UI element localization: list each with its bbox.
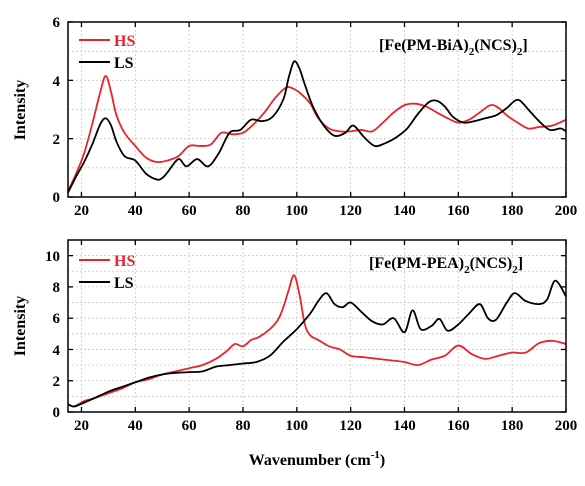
- y-axis-title-bottom: Intensity: [12, 296, 29, 356]
- x-tick-labels-top: 20 40 60 80 100 120 140 160 180 200: [74, 203, 577, 219]
- y-tick-label: 6: [53, 311, 61, 327]
- x-ticks-bottom: [80, 240, 567, 412]
- compound-mid: (NCS): [470, 255, 513, 272]
- compound-label-top: [Fe(PM-BiA)2(NCS)2]: [379, 37, 528, 58]
- y-tick-label: 0: [53, 190, 61, 206]
- x-tick-label: 60: [182, 418, 197, 434]
- x-axis-title: Wavenumber (cm-1): [249, 449, 385, 469]
- y-tick-label: 0: [53, 405, 61, 421]
- compound-subscript: 2: [512, 264, 518, 276]
- x-tick-label: 80: [235, 418, 250, 434]
- legend-hs-label-top: HS: [114, 33, 135, 50]
- y-tick-label: 10: [45, 249, 60, 265]
- plot-frame-bottom: [67, 239, 567, 413]
- x-axis-title-superscript: -1: [371, 449, 380, 461]
- series-lines-bottom: [67, 274, 567, 408]
- y-ticks-bottom: [68, 254, 566, 413]
- y-tick-label: 4: [53, 74, 61, 90]
- compound-subscript: 2: [469, 46, 475, 58]
- series-line-hs: [67, 274, 567, 408]
- compound-main: [Fe(PM-PEA): [369, 255, 464, 272]
- panel-bottom: 0 2 4 6 8 10 20 40 60 80 100 120 140 160 180 200 …: [12, 239, 577, 434]
- y-tick-label: 6: [53, 15, 61, 31]
- x-tick-label: 20: [74, 418, 89, 434]
- compound-main: [Fe(PM-BiA): [379, 37, 469, 54]
- x-tick-label: 180: [501, 418, 524, 434]
- y-tick-label: 8: [53, 280, 61, 296]
- plot-frame-top: [67, 21, 567, 198]
- x-tick-label: 80: [235, 203, 250, 219]
- y-tick-label: 4: [53, 343, 61, 359]
- x-axis-title-main: Wavenumber (cm: [249, 452, 372, 469]
- compound-label-bottom: [Fe(PM-PEA)2(NCS)2]: [369, 255, 523, 276]
- compound-subscript: 2: [464, 264, 470, 276]
- legend-hs-label-bottom: HS: [114, 253, 135, 270]
- legend-ls-label-bottom: LS: [114, 275, 134, 292]
- x-axis-title-end: ): [380, 452, 385, 469]
- x-ticks-top: [80, 22, 567, 197]
- x-tick-labels-bottom: 20 40 60 80 100 120 140 160 180 200: [74, 418, 577, 434]
- series-line-ls: [67, 60, 567, 194]
- x-tick-label: 200: [555, 203, 578, 219]
- x-tick-label: 140: [393, 418, 416, 434]
- x-tick-label: 100: [286, 418, 309, 434]
- series-line-ls: [67, 279, 567, 408]
- x-tick-label: 160: [447, 203, 470, 219]
- x-tick-label: 40: [128, 418, 143, 434]
- series-lines-top: [67, 60, 567, 194]
- legend-ls-label-top: LS: [114, 55, 134, 72]
- compound-subscript: 2: [517, 46, 523, 58]
- x-tick-label: 60: [182, 203, 197, 219]
- x-tick-label: 100: [286, 203, 309, 219]
- y-tick-label: 2: [53, 374, 61, 390]
- x-tick-label: 120: [339, 203, 362, 219]
- x-tick-label: 180: [501, 203, 524, 219]
- x-tick-label: 20: [74, 203, 89, 219]
- x-tick-label: 140: [393, 203, 416, 219]
- y-tick-label: 2: [53, 132, 61, 148]
- x-tick-label: 40: [128, 203, 143, 219]
- y-ticks-top: [68, 21, 566, 198]
- x-tick-label: 120: [339, 418, 362, 434]
- compound-end: ]: [522, 37, 527, 54]
- compound-end: ]: [518, 255, 523, 272]
- compound-mid: (NCS): [474, 37, 517, 54]
- series-line-hs: [67, 75, 567, 192]
- panel-top: 0 2 4 6 20 40 60 80 100 120 140 160 180 200 Inten…: [12, 15, 577, 219]
- x-tick-label: 160: [447, 418, 470, 434]
- y-axis-title-top: Intensity: [12, 80, 29, 140]
- x-tick-label: 200: [555, 418, 578, 434]
